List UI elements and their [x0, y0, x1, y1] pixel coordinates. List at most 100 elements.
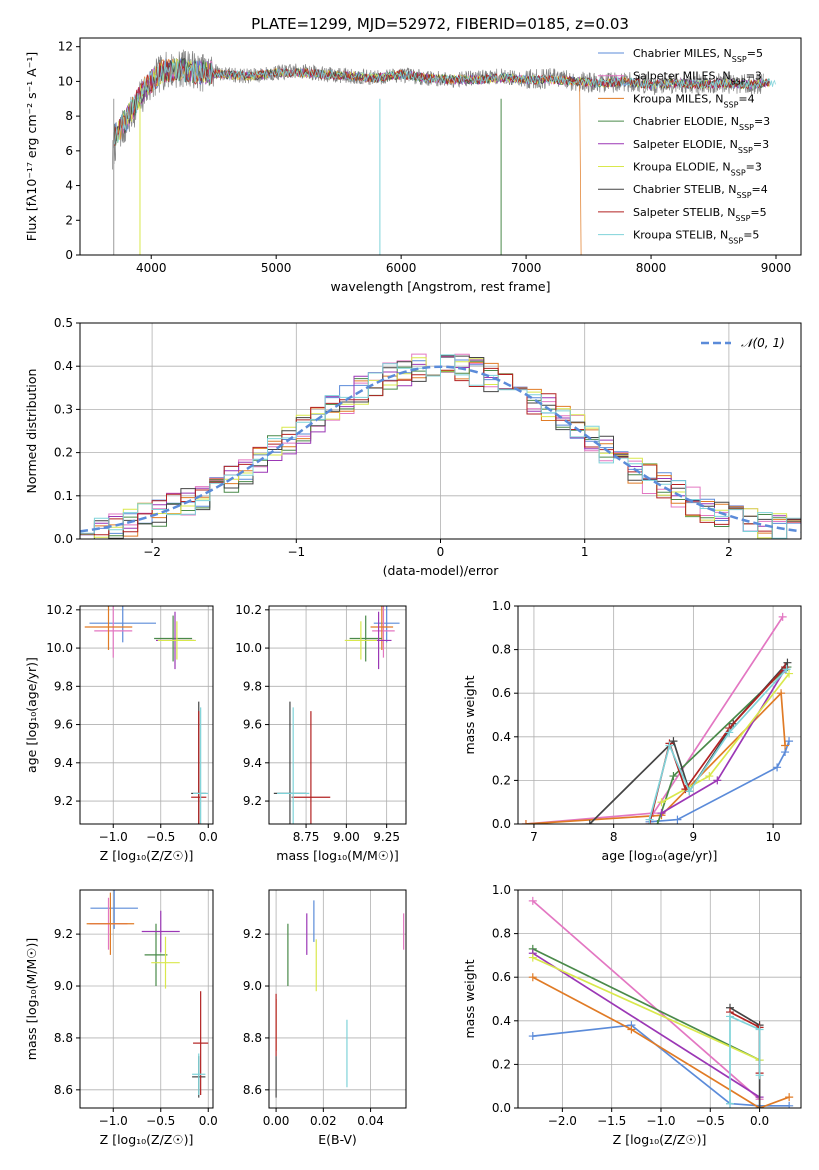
- y-tick-label: 8.8: [243, 1031, 262, 1045]
- y-tick-label: 0.0: [492, 1101, 511, 1115]
- y-tick-label: 9.4: [243, 756, 262, 770]
- x-tick-label: −0.5: [146, 830, 175, 844]
- normal-reference-curve: [80, 365, 801, 533]
- axes-frame: [79, 37, 802, 256]
- data-point-marker: [785, 737, 794, 746]
- data-point-marker: [528, 896, 537, 905]
- legend-label: Chabrier ELODIE, NSSP=3: [633, 115, 770, 132]
- x-axis-label: Z [log₁₀(Z/Z☉)]: [100, 848, 194, 863]
- y-tick-label: 0.8: [492, 643, 511, 657]
- y-tick-label: 0.4: [492, 730, 511, 744]
- y-tick-label: 0.1: [54, 489, 73, 503]
- data-point-marker: [777, 689, 786, 698]
- data-point-marker: [785, 1093, 794, 1102]
- y-tick-label: 8.6: [54, 1083, 73, 1097]
- data-point-marker: [726, 1099, 735, 1108]
- x-tick-label: 0.0: [750, 1114, 769, 1128]
- legend-label: Salpeter MILES, NSSP=3: [633, 70, 762, 87]
- y-tick-label: 9.6: [54, 718, 73, 732]
- y-axis-label: mass weight: [462, 959, 477, 1038]
- mass-weight-line: [649, 740, 790, 823]
- y-tick-label: 6: [65, 144, 73, 158]
- spectrum-legend: Chabrier MILES, NSSP=5 Salpeter MILES, NS…: [598, 47, 770, 245]
- x-tick-label: −1.5: [597, 1114, 626, 1128]
- mass-weight-line: [532, 956, 760, 1061]
- legend-label: 𝒩(0, 1): [741, 336, 785, 350]
- y-axis-label: mass [log₁₀(M/M☉)]: [24, 938, 39, 1060]
- y-tick-label: 0.4: [54, 359, 73, 373]
- x-tick-label: 6000: [386, 261, 417, 275]
- mass-weight-line: [532, 900, 761, 1100]
- y-tick-label: 0.6: [492, 686, 511, 700]
- axes-frame: [268, 605, 407, 825]
- plot-area: [521, 612, 794, 824]
- y-tick-label: 0.6: [492, 970, 511, 984]
- data-point-marker: [725, 728, 734, 737]
- y-tick-label: 9.0: [243, 979, 262, 993]
- data-point-marker: [785, 1101, 794, 1108]
- mass-vs-extinction-plot: 0.00 0.02 0.04 8.6 8.8 9.0 9.2 E(B-V): [243, 889, 407, 1147]
- y-tick-label: 1.0: [492, 599, 511, 613]
- x-axis-label: E(B-V): [318, 1132, 357, 1147]
- x-axis-label: Z [log₁₀(Z/Z☉)]: [613, 1132, 707, 1147]
- y-tick-label: 10.2: [235, 603, 262, 617]
- legend-label: Kroupa STELIB, NSSP=5: [633, 229, 759, 246]
- age-vs-mass-plot: 8.75 9.00 9.25 9.2 9.4 9.6 9.8 10.0 10.2 mass [lo…: [235, 603, 407, 863]
- x-tick-label: −2.0: [548, 1114, 577, 1128]
- y-tick-label: 8: [65, 109, 73, 123]
- data-point-marker: [773, 763, 782, 772]
- y-tick-label: 10.2: [46, 603, 73, 617]
- x-tick-label: −1.0: [99, 1114, 128, 1128]
- x-tick-label: 0: [437, 545, 445, 559]
- x-axis-label: age [log₁₀(age/yr)]: [602, 848, 718, 863]
- x-tick-label: 0.00: [263, 1114, 290, 1128]
- data-point-marker: [665, 741, 674, 750]
- data-point-marker: [755, 1104, 764, 1108]
- mass-weight-line: [532, 952, 761, 1098]
- x-tick-label: 8: [610, 830, 618, 844]
- plot-area: [112, 49, 776, 255]
- legend-label: Kroupa MILES, NSSP=4: [633, 92, 755, 109]
- data-point-marker: [685, 787, 694, 796]
- plot-area: [273, 606, 400, 824]
- x-axis-label: (data-model)/error: [383, 563, 500, 578]
- y-tick-label: 9.2: [54, 794, 73, 808]
- data-point-marker: [785, 669, 794, 678]
- mass-weight-vs-age-plot: 7 8 9 10 0.0 0.2 0.4 0.6 0.8 1.0 age [log₁₀(age/yr…: [462, 599, 802, 863]
- x-tick-label: 10: [765, 830, 780, 844]
- mass-weight-line: [729, 1011, 761, 1074]
- axes-frame: [79, 605, 214, 825]
- data-point-marker: [528, 973, 537, 982]
- axes-frame: [517, 605, 802, 825]
- x-tick-label: 1: [581, 545, 589, 559]
- x-tick-label: −0.5: [146, 1114, 175, 1128]
- y-tick-label: 0.0: [492, 817, 511, 831]
- x-tick-label: 2: [725, 545, 733, 559]
- x-tick-label: 7: [530, 830, 538, 844]
- data-point-marker: [673, 815, 682, 824]
- figure-title: PLATE=1299, MJD=52972, FIBERID=0185, z=0…: [251, 15, 629, 33]
- x-tick-label: −2: [143, 545, 161, 559]
- plot-area: [86, 890, 209, 1098]
- y-tick-label: 9.2: [243, 927, 262, 941]
- y-tick-label: 0.4: [492, 1014, 511, 1028]
- y-tick-label: 9.2: [243, 794, 262, 808]
- model-spectrum-line: [113, 60, 776, 145]
- model-spectrum-line: [113, 58, 582, 255]
- x-tick-label: 8.75: [293, 830, 320, 844]
- y-tick-label: 10.0: [46, 641, 73, 655]
- y-tick-label: 0.8: [492, 927, 511, 941]
- y-tick-label: 0.5: [54, 316, 73, 330]
- age-vs-metallicity-plot: −1.0 −0.5 0.0 9.2 9.4 9.6 9.8 10.0 10.2 Z [log₁₀(…: [24, 603, 218, 863]
- plot-area: [84, 606, 209, 824]
- axes-frame: [79, 322, 802, 540]
- x-tick-label: 0.02: [310, 1114, 337, 1128]
- data-point-marker: [653, 820, 662, 824]
- x-tick-label: 0.0: [199, 830, 218, 844]
- x-tick-label: 7000: [511, 261, 542, 275]
- data-point-marker: [657, 798, 666, 807]
- mass-weight-line: [532, 948, 760, 1061]
- x-tick-label: 9.25: [373, 830, 400, 844]
- plot-area: [80, 353, 801, 539]
